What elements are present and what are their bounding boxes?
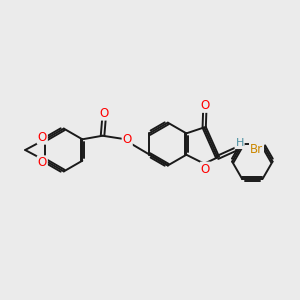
Text: H: H <box>236 138 244 148</box>
Text: O: O <box>38 131 47 144</box>
Text: O: O <box>201 163 210 176</box>
Text: O: O <box>200 99 209 112</box>
Text: O: O <box>99 106 109 120</box>
Text: Br: Br <box>250 143 263 156</box>
Text: O: O <box>123 133 132 146</box>
Text: O: O <box>38 156 47 169</box>
